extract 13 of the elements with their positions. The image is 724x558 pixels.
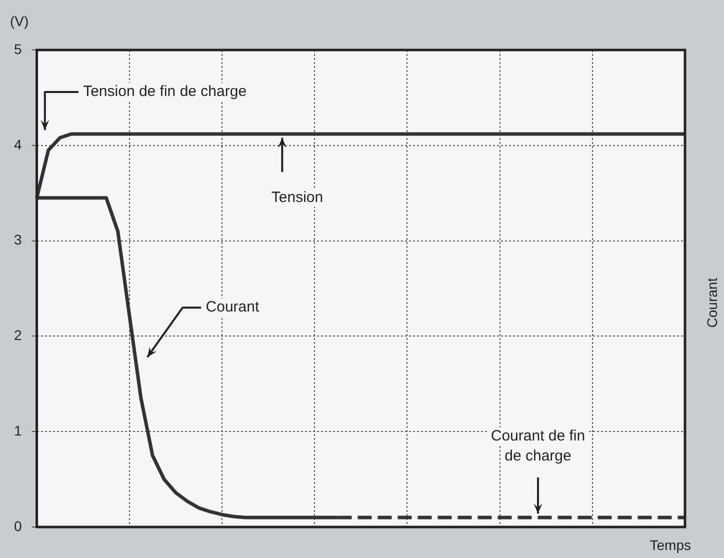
annotation: Courant bbox=[206, 298, 260, 316]
annotation: Tension bbox=[271, 189, 324, 206]
annotation: Courant de fin de charge bbox=[490, 428, 586, 465]
y2-axis-title: Courant bbox=[704, 278, 720, 328]
x-axis-title: Temps bbox=[650, 536, 691, 553]
y-axis-title: (V) bbox=[10, 12, 29, 29]
y-tick-label: 2 bbox=[14, 327, 22, 344]
y-tick-label: 0 bbox=[14, 518, 22, 534]
y-tick-label: 5 bbox=[14, 40, 22, 57]
y-tick-label: 1 bbox=[14, 422, 22, 438]
annotation: Tension de fin de charge bbox=[83, 83, 247, 100]
y-tick-label: 4 bbox=[14, 136, 22, 152]
y-tick-label: 3 bbox=[14, 232, 22, 248]
